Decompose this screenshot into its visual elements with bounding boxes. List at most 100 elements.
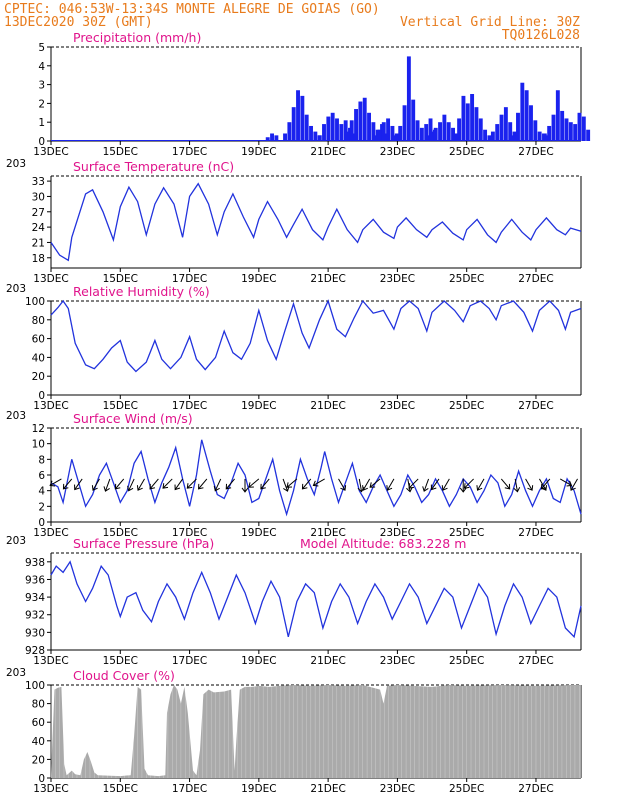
y-tick-label: 2 — [38, 98, 45, 110]
panel-4: 0 2 4 6 8 10 12 13DEC 15DEC 17DEC 19DEC 21DEC 23DEC 2… — [6, 410, 582, 539]
precip-bar — [577, 112, 582, 141]
wind-arrow-shaft — [92, 478, 100, 491]
x-tick-label: 13DEC — [33, 146, 68, 158]
x-tick-label: 23DEC — [380, 273, 415, 285]
precip-bar — [465, 103, 470, 141]
precip-bar — [309, 125, 313, 141]
y-tick-label: 5 — [38, 42, 45, 54]
precip-bar — [313, 131, 318, 141]
wind-arrow-head — [504, 483, 511, 490]
cloud-area — [51, 685, 581, 778]
wind-arrow-shaft — [423, 478, 430, 492]
precip-bar — [287, 122, 292, 141]
wind-arrow — [91, 478, 100, 491]
x-tick-label: 21DEC — [310, 783, 345, 795]
y-tick-label: 27 — [32, 207, 45, 219]
x-tick-label: 21DEC — [310, 400, 345, 412]
wind-arrow — [513, 478, 521, 493]
y-tick-label: 60 — [32, 334, 45, 346]
wind-arrow-shaft — [431, 478, 440, 490]
wind-arrow-shaft — [408, 478, 419, 489]
wind-arrow-head — [241, 487, 249, 493]
wind-arrow-shaft — [128, 478, 135, 491]
panel-subtitle: Model Altitude: 683.228 m — [300, 536, 466, 551]
wind-arrow — [441, 478, 450, 491]
wind-arrow-head — [127, 485, 134, 492]
wind-arrow-head — [286, 482, 293, 488]
wind-arrow-shaft — [464, 478, 474, 489]
wind-arrow-head — [540, 483, 547, 490]
precip-bar — [537, 131, 542, 141]
precip-bar — [291, 107, 296, 141]
wind-arrow-head — [459, 487, 467, 493]
wind-arrow — [174, 478, 184, 491]
wind-arrow — [459, 478, 467, 493]
x-tick-label: 25DEC — [449, 527, 484, 539]
wind-arrow-head — [213, 485, 220, 492]
wind-arrow-shaft — [559, 478, 572, 486]
y-tick-label: 8 — [38, 454, 45, 466]
x-tick-label: 13DEC — [33, 273, 68, 285]
panel-3: 0 20 40 60 80 100 13DEC 15DEC 17DEC 19DEC 21DEC 23D… — [6, 283, 582, 412]
wind-arrow-shaft — [338, 478, 346, 491]
wind-arrow-head — [283, 486, 290, 492]
wind-arrow — [569, 478, 578, 491]
panel-1: 0 1 2 3 4 5 13DEC 15DEC 17DEC 19DEC 21DEC 23DEC 25DE… — [33, 30, 591, 158]
x-tick-label: 13DEC — [33, 400, 68, 412]
x-tick-label: 25DEC — [449, 783, 484, 795]
precip-bar — [283, 133, 287, 141]
x-tick-label: 21DEC — [310, 146, 345, 158]
precip-bar — [511, 135, 516, 141]
wind-arrow-head — [197, 483, 204, 490]
x-tick-label: 19DEC — [241, 146, 276, 158]
y-tick-label: 6 — [38, 470, 45, 482]
precip-bar — [270, 133, 274, 141]
x-tick-label: 25DEC — [449, 655, 484, 667]
precip-bar — [483, 129, 488, 141]
x-tick-label: 17DEC — [172, 783, 207, 795]
x-tick-label: 19DEC — [241, 273, 276, 285]
y-tick-label: 20 — [32, 754, 45, 766]
wind-arrow — [282, 478, 290, 492]
y-tick-label: 0 — [38, 136, 45, 148]
wind-arrow — [186, 478, 197, 489]
wind-arrow-shaft — [302, 478, 312, 490]
panel-6: 0 20 40 60 80 100 13DEC 15DEC 17DEC 19DEC 21DEC 23D… — [6, 667, 582, 795]
x-tick-label: 13DEC — [33, 783, 68, 795]
wind-arrow-shaft — [186, 478, 197, 489]
precip-bar — [398, 125, 403, 141]
wind-arrow — [114, 478, 125, 490]
stray-tick-label: 203 — [6, 283, 26, 295]
precip-bar — [402, 105, 407, 141]
precip-bar — [367, 112, 371, 141]
precip-bar — [499, 114, 504, 141]
wind-arrow — [559, 478, 573, 487]
wind-arrow — [260, 478, 270, 490]
header-location: CPTEC: 046:53W-13:34S MONTE ALEGRE DE GO… — [4, 2, 380, 17]
y-tick-label: 18 — [32, 253, 45, 265]
x-tick-label: 17DEC — [172, 527, 207, 539]
x-tick-label: 23DEC — [380, 655, 415, 667]
wind-arrow-head — [406, 487, 413, 493]
x-tick-label: 27DEC — [518, 146, 553, 158]
precip-bar — [345, 131, 350, 141]
wind-arrow-head — [174, 484, 181, 491]
y-tick-label: 24 — [32, 222, 46, 234]
y-tick-label: 936 — [25, 574, 45, 586]
y-tick-label: 80 — [32, 315, 45, 327]
x-tick-label: 21DEC — [310, 527, 345, 539]
x-tick-label: 27DEC — [518, 273, 553, 285]
wind-arrow-shaft — [149, 478, 159, 490]
wind-arrow-head — [114, 483, 121, 490]
wind-arrow — [476, 478, 485, 491]
precip-bar — [373, 135, 378, 141]
x-tick-label: 15DEC — [103, 655, 138, 667]
x-tick-label: 17DEC — [172, 146, 207, 158]
x-tick-label: 19DEC — [241, 527, 276, 539]
wind-arrow-head — [136, 485, 143, 491]
wind-arrow-shaft — [286, 478, 298, 488]
precip-bar — [296, 90, 300, 141]
x-tick-label: 27DEC — [518, 400, 553, 412]
wind-arrow-head — [312, 480, 319, 487]
wind-arrow — [241, 478, 249, 493]
